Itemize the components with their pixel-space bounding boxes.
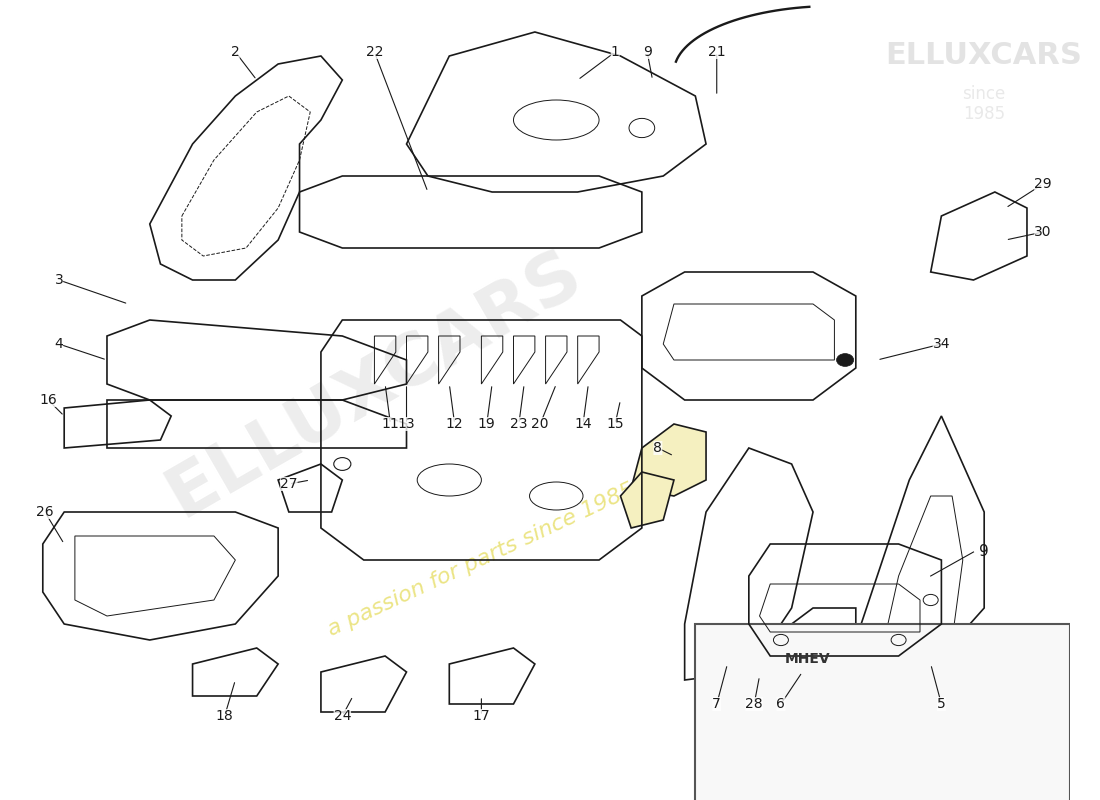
Text: ELLUXCARS: ELLUXCARS — [886, 42, 1082, 70]
Text: 20: 20 — [531, 417, 549, 431]
Text: MHEV: MHEV — [785, 652, 830, 666]
Text: 7: 7 — [713, 697, 722, 711]
Text: 21: 21 — [708, 45, 726, 59]
Text: 15: 15 — [606, 417, 624, 431]
Text: 30: 30 — [1034, 225, 1052, 239]
Text: 9: 9 — [979, 545, 989, 559]
Text: 16: 16 — [40, 393, 57, 407]
Text: 29: 29 — [1034, 177, 1052, 191]
Text: ELLUXCARS: ELLUXCARS — [155, 238, 594, 530]
Text: 22: 22 — [365, 45, 383, 59]
Text: 12: 12 — [446, 417, 463, 431]
Text: 3: 3 — [55, 273, 63, 287]
Polygon shape — [620, 472, 674, 528]
Text: 8: 8 — [653, 441, 662, 455]
Text: since
1985: since 1985 — [962, 85, 1005, 123]
Text: 18: 18 — [216, 709, 233, 723]
FancyBboxPatch shape — [695, 624, 1070, 800]
Text: 2: 2 — [231, 45, 240, 59]
Text: 13: 13 — [398, 417, 416, 431]
Polygon shape — [631, 424, 706, 496]
Text: 26: 26 — [36, 505, 54, 519]
Text: 6: 6 — [777, 697, 785, 711]
Text: 19: 19 — [477, 417, 496, 431]
Circle shape — [837, 354, 854, 366]
Text: a passion for parts since 1985: a passion for parts since 1985 — [324, 480, 638, 640]
Text: 11: 11 — [382, 417, 399, 431]
Text: 14: 14 — [574, 417, 592, 431]
Text: 23: 23 — [510, 417, 528, 431]
Text: 4: 4 — [55, 337, 63, 351]
Text: 34: 34 — [933, 337, 950, 351]
Text: 28: 28 — [746, 697, 763, 711]
Text: 5: 5 — [937, 697, 946, 711]
Text: 9: 9 — [642, 45, 651, 59]
Text: 1: 1 — [610, 45, 619, 59]
Text: 27: 27 — [280, 477, 298, 491]
Text: 17: 17 — [473, 709, 491, 723]
Text: 24: 24 — [333, 709, 351, 723]
